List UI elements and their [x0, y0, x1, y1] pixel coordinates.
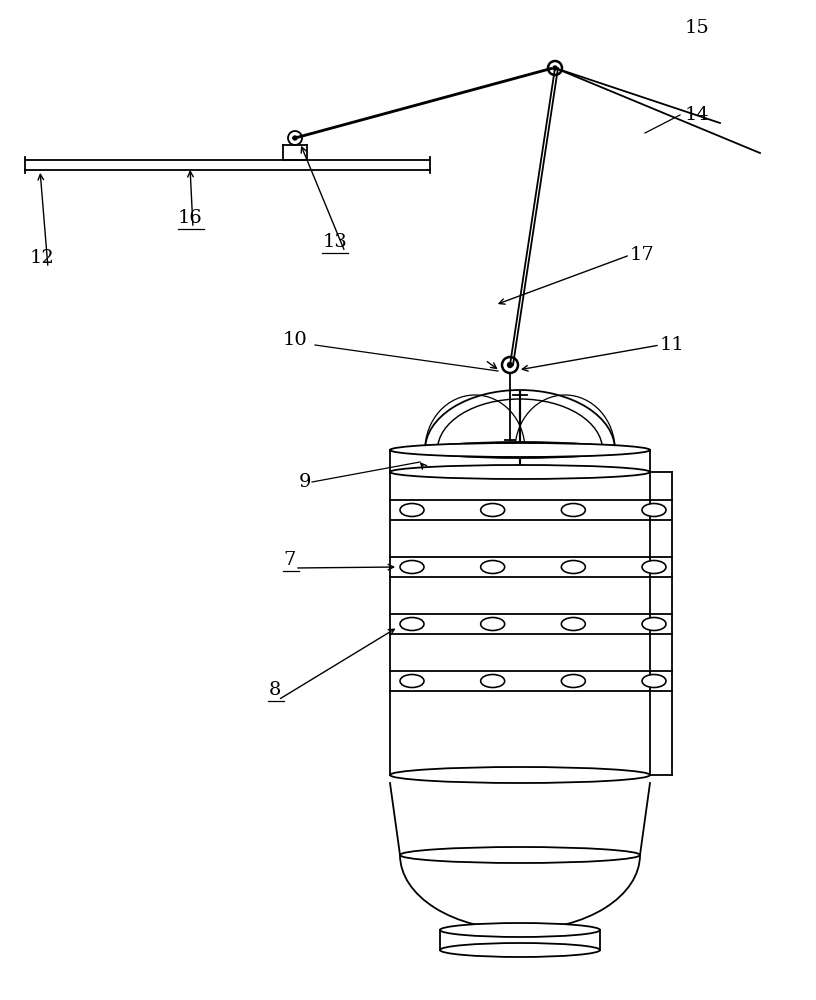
Text: 7: 7	[284, 551, 296, 569]
Text: 15: 15	[685, 19, 710, 37]
Ellipse shape	[481, 674, 504, 688]
Ellipse shape	[390, 767, 650, 783]
Ellipse shape	[642, 674, 666, 688]
Ellipse shape	[481, 504, 504, 516]
Text: 16: 16	[178, 209, 202, 227]
Ellipse shape	[400, 847, 640, 863]
Text: 17: 17	[630, 246, 654, 264]
Circle shape	[553, 66, 557, 70]
Ellipse shape	[642, 560, 666, 574]
Text: 13: 13	[322, 233, 348, 251]
Ellipse shape	[561, 560, 585, 574]
Text: 9: 9	[299, 473, 311, 491]
Ellipse shape	[561, 617, 585, 631]
Text: 8: 8	[268, 681, 282, 699]
Ellipse shape	[400, 504, 424, 516]
Ellipse shape	[400, 560, 424, 574]
Ellipse shape	[400, 674, 424, 688]
Ellipse shape	[440, 943, 600, 957]
Ellipse shape	[561, 504, 585, 516]
Ellipse shape	[481, 560, 504, 574]
Text: 11: 11	[660, 336, 685, 354]
Circle shape	[293, 136, 297, 140]
Text: 10: 10	[282, 331, 308, 349]
Text: 12: 12	[30, 249, 55, 267]
Ellipse shape	[642, 504, 666, 516]
Ellipse shape	[400, 617, 424, 631]
Circle shape	[508, 362, 512, 367]
Ellipse shape	[481, 617, 504, 631]
Ellipse shape	[390, 443, 650, 457]
Ellipse shape	[440, 923, 600, 937]
Text: 14: 14	[685, 106, 710, 124]
Ellipse shape	[561, 674, 585, 688]
Ellipse shape	[425, 442, 615, 458]
Ellipse shape	[642, 617, 666, 631]
Ellipse shape	[390, 465, 650, 479]
